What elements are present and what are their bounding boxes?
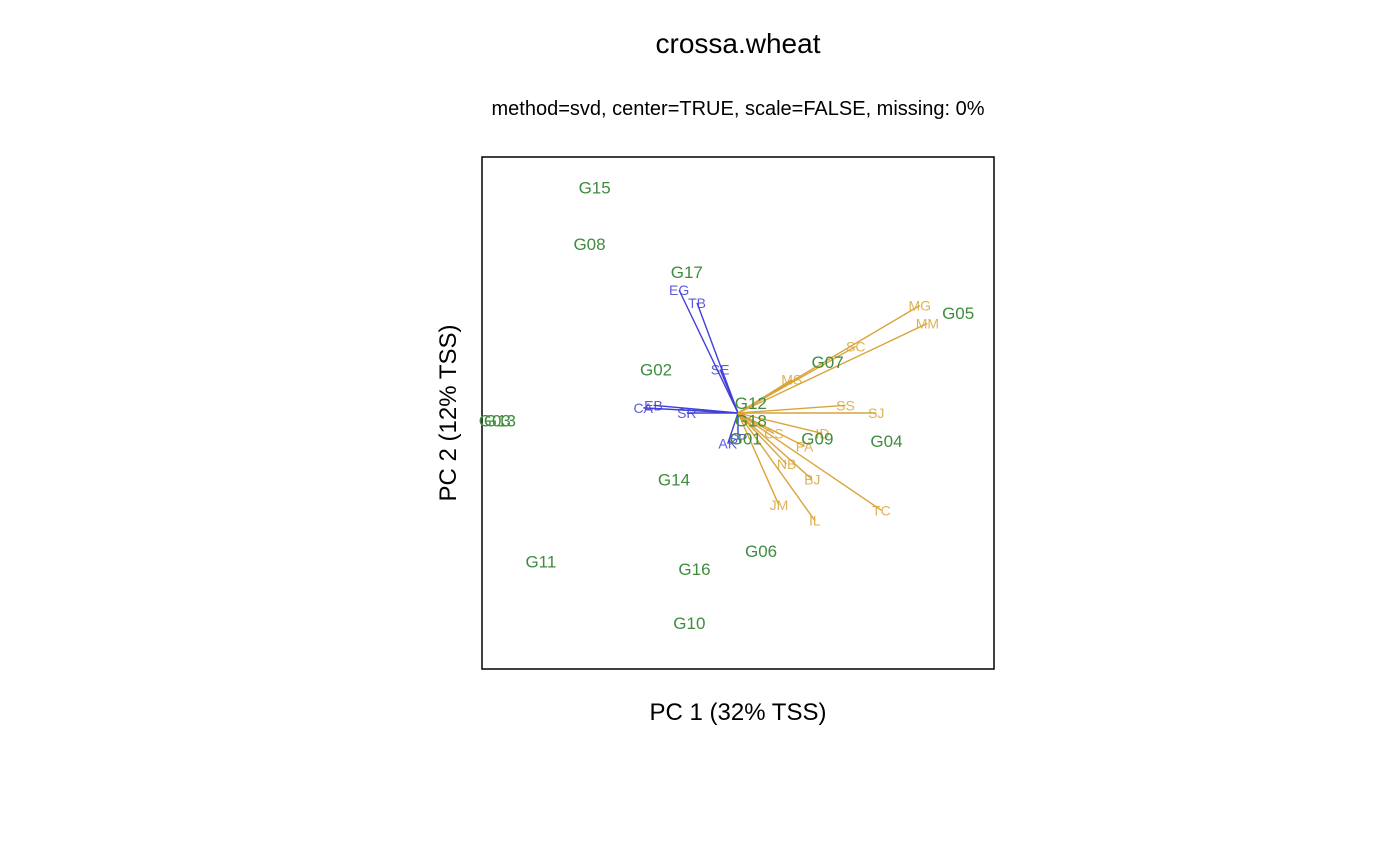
genotype-label-g07: G07: [812, 353, 844, 372]
environment-label-ca: CA: [634, 400, 654, 416]
genotype-label-g05: G05: [942, 304, 974, 323]
environment-vector-se: [719, 369, 739, 414]
genotype-label-g08: G08: [573, 235, 605, 254]
y-axis-label: PC 2 (12% TSS): [435, 325, 462, 502]
environment-label-sr: SR: [677, 405, 696, 421]
chart-title: crossa.wheat: [656, 28, 821, 59]
genotype-label-g15: G15: [579, 179, 611, 198]
environment-vector-mm: [737, 322, 928, 414]
genotype-label-g17: G17: [671, 263, 703, 282]
environment-label-jm: JM: [770, 497, 789, 513]
environment-vector-ak: [727, 412, 739, 444]
environment-label-bj: BJ: [804, 472, 820, 488]
environment-vector-id: [737, 412, 823, 435]
environment-vector-eg: [678, 289, 739, 414]
plot-frame: [481, 156, 995, 670]
environment-label-ak: AK: [718, 436, 737, 452]
environment-vector-bj: [737, 412, 813, 481]
genotype-label-g11: G11: [525, 552, 556, 571]
environment-vector-eb: [653, 404, 739, 414]
genotype-label-g01: G01: [730, 430, 762, 449]
genotype-label-g04: G04: [870, 432, 902, 451]
genotype-label-g02: G02: [640, 360, 672, 379]
genotype-label-g12: G12: [735, 394, 767, 413]
chart-subtitle: method=svd, center=TRUE, scale=FALSE, mi…: [492, 98, 985, 120]
environment-vector-ss: [737, 404, 846, 414]
environment-vector-nb: [737, 412, 788, 465]
genotype-label-g16: G16: [678, 560, 710, 579]
genotype-label-g13: G13: [484, 412, 516, 431]
genotype-label-g03: G03: [479, 412, 511, 431]
environment-vector-ms: [737, 379, 793, 414]
environment-label-se: SE: [711, 361, 730, 377]
environment-label-sj: SJ: [868, 405, 884, 421]
environment-label-tb: TB: [688, 295, 706, 311]
environment-label-pa: PA: [796, 438, 814, 454]
environment-vectors: [643, 289, 928, 521]
environment-label-nb: NB: [777, 456, 796, 472]
environment-label-eg: EG: [669, 282, 689, 298]
genotype-label-g09: G09: [801, 430, 833, 449]
environment-label-ss: SS: [836, 397, 855, 413]
environment-label-cs: CS: [764, 425, 783, 441]
environment-label-id: ID: [815, 425, 829, 441]
environment-label-ms: MS: [781, 372, 802, 388]
environment-vector-jm: [737, 412, 780, 506]
environment-label-tc: TC: [872, 502, 891, 518]
environment-vector-sc: [737, 345, 857, 414]
genotype-label-g10: G10: [673, 614, 705, 633]
genotype-label-g18: G18: [735, 412, 767, 431]
environment-label-sp: SP: [729, 431, 748, 447]
genotype-label-g06: G06: [745, 542, 777, 561]
environment-vector-tc: [737, 412, 882, 511]
x-axis-label: PC 1 (32% TSS): [650, 699, 827, 726]
environment-vector-il: [737, 412, 816, 521]
genotype-label-g14: G14: [658, 471, 690, 490]
environment-label-mm: MM: [916, 315, 939, 331]
environment-label-eb: EB: [644, 397, 663, 413]
environment-label-mg: MG: [908, 297, 931, 313]
environment-label-sc: SC: [846, 338, 865, 354]
environment-label-il: IL: [809, 513, 821, 529]
